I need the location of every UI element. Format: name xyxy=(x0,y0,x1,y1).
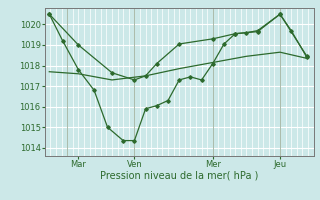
X-axis label: Pression niveau de la mer( hPa ): Pression niveau de la mer( hPa ) xyxy=(100,171,258,181)
